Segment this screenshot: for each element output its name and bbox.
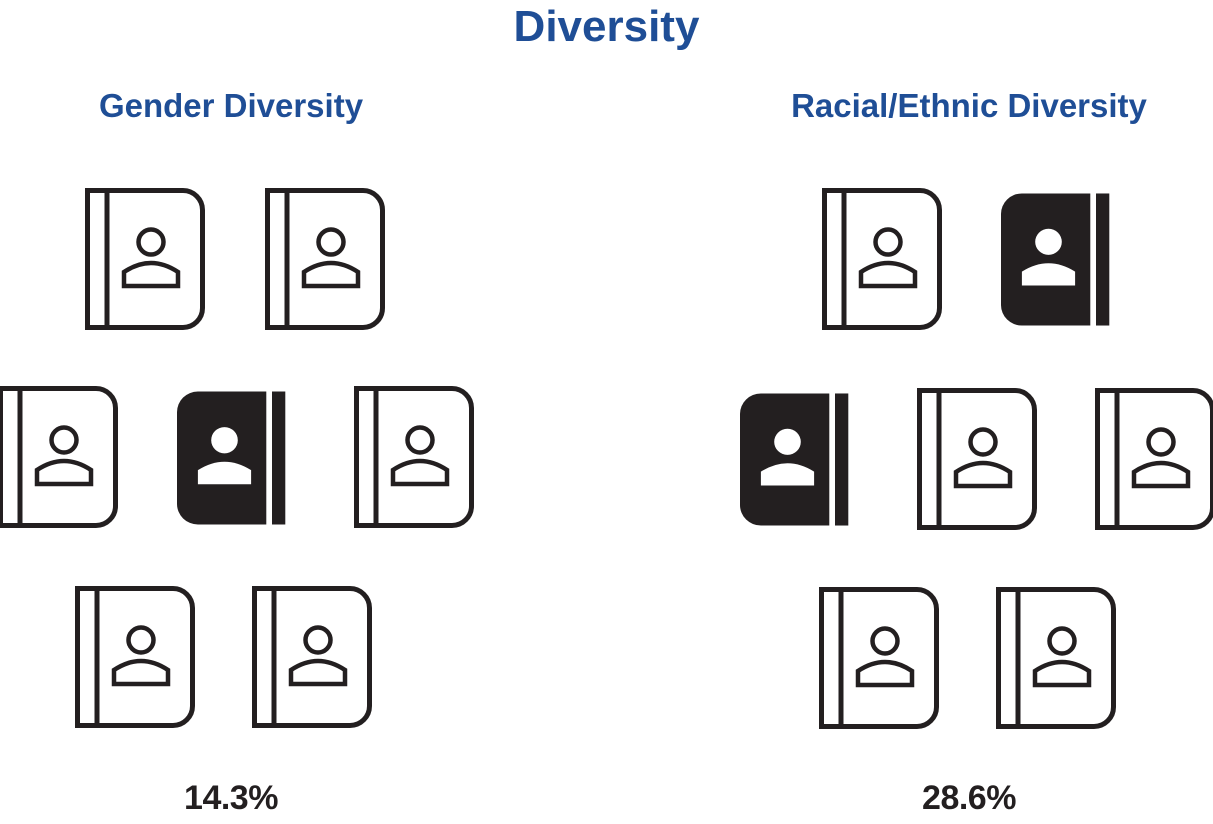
contact-book-outline-icon: [85, 188, 205, 330]
contact-book-filled-icon: [177, 388, 291, 528]
contact-book-outline-icon: [75, 586, 195, 728]
contact-book-filled-icon: [1001, 190, 1115, 329]
contact-book-outline-icon: [265, 188, 385, 330]
gender-diversity-percentage: 14.3%: [184, 779, 278, 817]
contact-book-outline-icon: [819, 587, 939, 729]
contact-book-outline-icon: [1095, 388, 1213, 530]
racial-ethnic-diversity-percentage: 28.6%: [922, 779, 1016, 817]
contact-book-filled-icon: [740, 390, 854, 529]
racial-ethnic-diversity-title: Racial/Ethnic Diversity: [791, 87, 1147, 124]
contact-book-outline-icon: [822, 188, 942, 330]
page-title: Diversity: [513, 2, 700, 51]
gender-diversity-title: Gender Diversity: [98, 87, 364, 124]
contact-book-outline-icon: [0, 386, 118, 528]
contact-book-outline-icon: [917, 388, 1037, 530]
contact-book-outline-icon: [252, 586, 372, 728]
contact-book-outline-icon: [354, 386, 474, 528]
contact-book-outline-icon: [996, 587, 1116, 729]
